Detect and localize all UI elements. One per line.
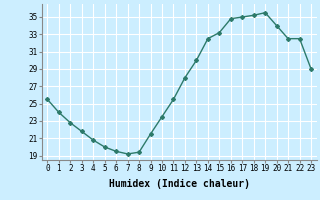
X-axis label: Humidex (Indice chaleur): Humidex (Indice chaleur) [109,179,250,189]
